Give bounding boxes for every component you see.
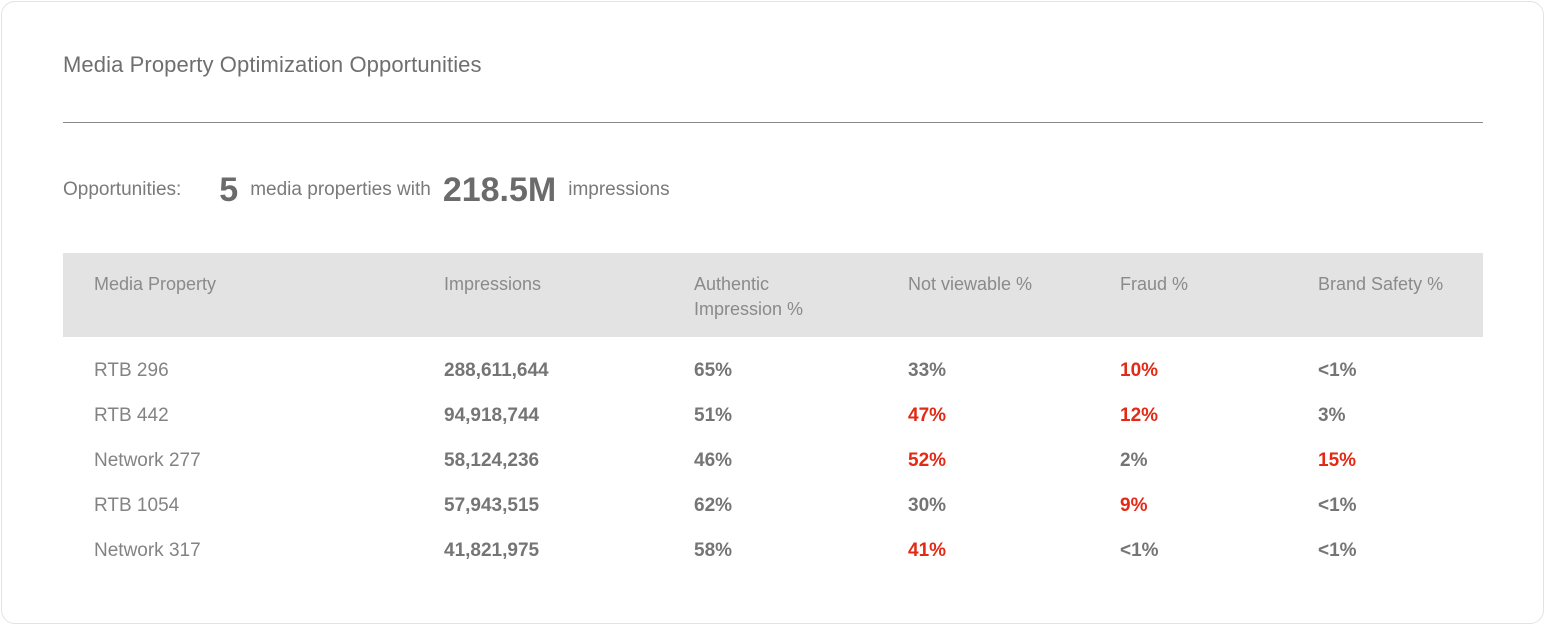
table-row: RTB 296 288,611,644 65% 33% 10% <1% bbox=[63, 350, 1483, 395]
cell-authentic: 62% bbox=[694, 495, 733, 516]
opportunities-summary: Opportunities: 5 media properties with 2… bbox=[63, 168, 682, 212]
cell-impressions: 58,124,236 bbox=[444, 450, 540, 471]
cell-media-property: Network 317 bbox=[94, 540, 201, 561]
cell-fraud: <1% bbox=[1120, 540, 1159, 561]
table-header: Media Property Impressions Authentic Imp… bbox=[63, 253, 1483, 337]
cell-fraud: 9% bbox=[1120, 495, 1148, 516]
cell-brand-safety: <1% bbox=[1318, 540, 1357, 561]
header-brand-safety: Brand Safety % bbox=[1318, 274, 1444, 294]
summary-label: Opportunities: bbox=[63, 179, 182, 200]
cell-authentic: 65% bbox=[694, 360, 733, 381]
header-media-property: Media Property bbox=[94, 274, 217, 294]
cell-media-property: RTB 1054 bbox=[94, 495, 180, 516]
table-row: RTB 1054 57,943,515 62% 30% 9% <1% bbox=[63, 485, 1483, 530]
cell-not-viewable: 47% bbox=[908, 405, 947, 426]
cell-not-viewable: 52% bbox=[908, 450, 947, 471]
header-not-viewable: Not viewable % bbox=[908, 274, 1033, 294]
cell-not-viewable: 30% bbox=[908, 495, 947, 516]
cell-fraud: 10% bbox=[1120, 360, 1159, 381]
cell-brand-safety: 15% bbox=[1318, 450, 1357, 471]
cell-brand-safety: 3% bbox=[1318, 405, 1346, 426]
cell-brand-safety: <1% bbox=[1318, 360, 1357, 381]
header-impressions: Impressions bbox=[444, 274, 542, 294]
cell-authentic: 46% bbox=[694, 450, 733, 471]
cell-authentic: 51% bbox=[694, 405, 733, 426]
cell-impressions: 57,943,515 bbox=[444, 495, 540, 516]
cell-fraud: 12% bbox=[1120, 405, 1159, 426]
table-row: Network 317 41,821,975 58% 41% <1% <1% bbox=[63, 530, 1483, 575]
cell-media-property: RTB 296 bbox=[94, 360, 169, 381]
table-row: RTB 442 94,918,744 51% 47% 12% 3% bbox=[63, 395, 1483, 440]
cell-impressions: 94,918,744 bbox=[444, 405, 540, 426]
cell-brand-safety: <1% bbox=[1318, 495, 1357, 516]
cell-authentic: 58% bbox=[694, 540, 733, 561]
table-row: Network 277 58,124,236 46% 52% 2% 15% bbox=[63, 440, 1483, 485]
summary-count: 5 bbox=[219, 170, 239, 209]
cell-fraud: 2% bbox=[1120, 450, 1148, 471]
header-authentic-impression: Authentic Impression % bbox=[694, 274, 804, 319]
summary-impressions-text: impressions bbox=[568, 179, 670, 200]
card-title: Media Property Optimization Opportunitie… bbox=[63, 52, 482, 77]
table-body: RTB 296 288,611,644 65% 33% 10% <1% RTB … bbox=[63, 337, 1483, 575]
properties-table: Media Property Impressions Authentic Imp… bbox=[63, 253, 1483, 575]
summary-count-text: media properties with bbox=[250, 179, 431, 200]
cell-impressions: 41,821,975 bbox=[444, 540, 540, 561]
title-divider bbox=[63, 122, 1483, 123]
cell-impressions: 288,611,644 bbox=[444, 360, 549, 381]
cell-not-viewable: 33% bbox=[908, 360, 947, 381]
cell-not-viewable: 41% bbox=[908, 540, 947, 561]
cell-media-property: Network 277 bbox=[94, 450, 201, 471]
header-fraud: Fraud % bbox=[1120, 274, 1189, 294]
summary-impressions: 218.5M bbox=[442, 170, 557, 209]
cell-media-property: RTB 442 bbox=[94, 405, 169, 426]
